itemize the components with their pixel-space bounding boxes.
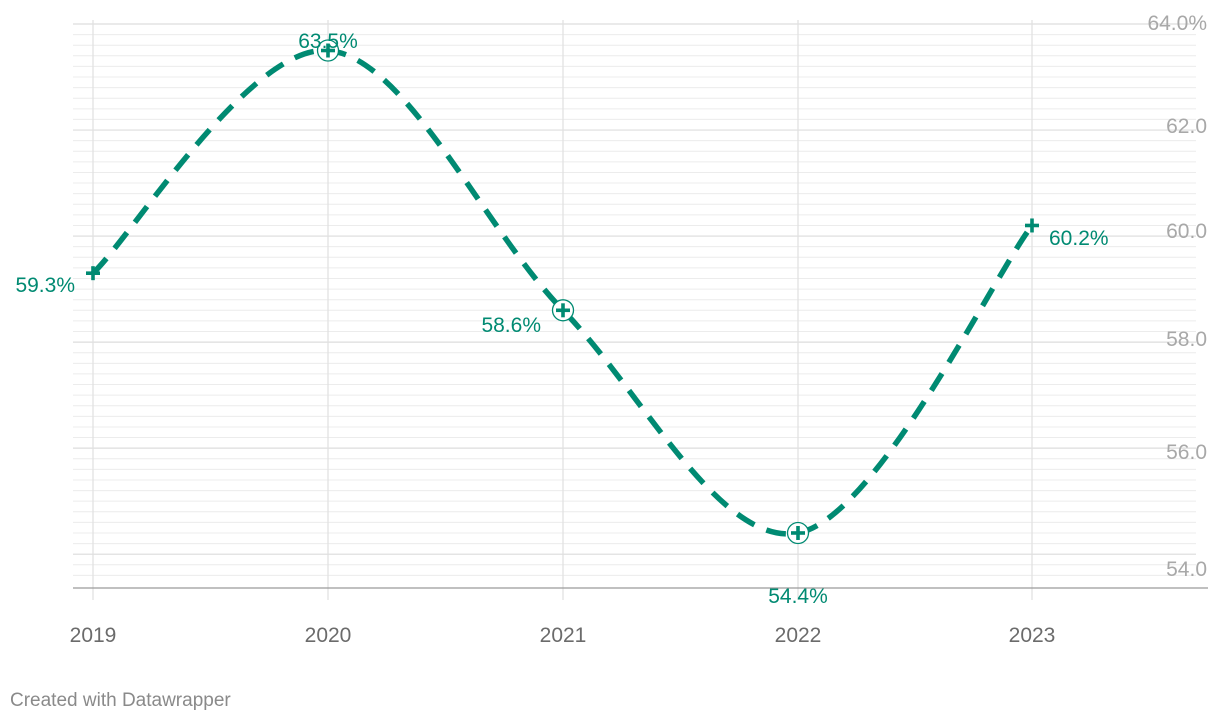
- data-point-marker: [786, 521, 810, 545]
- data-label: 60.2%: [1049, 227, 1109, 250]
- credit-text: Created with Datawrapper: [10, 690, 231, 711]
- data-markers: [86, 39, 1039, 545]
- vertical-gridlines: [92, 20, 1033, 600]
- data-point-marker: [551, 299, 575, 322]
- y-axis: 54.0 56.0 58.0 60.0 62.0 64.0%: [1147, 12, 1207, 581]
- x-tick-label: 2022: [775, 624, 822, 647]
- data-label: 59.3%: [15, 274, 75, 297]
- data-point-marker: [316, 39, 340, 62]
- y-tick-label: 56.0: [1166, 441, 1207, 464]
- data-label: 58.6%: [481, 314, 541, 337]
- y-tick-label: 62.0: [1166, 115, 1207, 138]
- y-tick-label: 60.0: [1166, 220, 1207, 243]
- y-tick-label: 58.0: [1166, 328, 1207, 351]
- x-tick-label: 2019: [70, 624, 117, 647]
- data-label: 63.5%: [298, 30, 358, 53]
- data-point-marker: [1025, 218, 1039, 233]
- series-line: [91, 47, 1035, 537]
- x-tick-label: 2021: [540, 624, 587, 647]
- major-gridlines: [73, 23, 1196, 555]
- y-tick-label: 64.0%: [1147, 12, 1207, 35]
- data-label: 54.4%: [768, 585, 828, 608]
- y-tick-label: 54.0: [1166, 558, 1207, 581]
- x-tick-label: 2023: [1009, 624, 1056, 647]
- minor-gridlines: [73, 23, 1196, 576]
- x-axis: 2019 2020 2021 2022 2023: [70, 624, 1056, 647]
- data-labels: 59.3% 63.5% 58.6% 54.4% 60.2%: [15, 30, 1108, 608]
- data-point-marker: [86, 266, 100, 281]
- x-tick-label: 2020: [305, 624, 352, 647]
